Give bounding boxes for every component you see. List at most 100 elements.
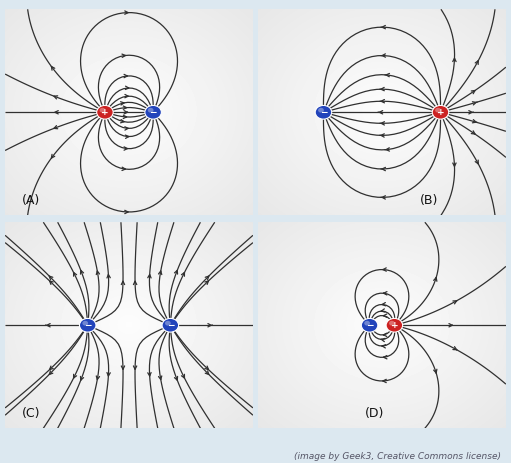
FancyArrowPatch shape bbox=[378, 111, 383, 114]
FancyArrowPatch shape bbox=[449, 324, 452, 327]
Circle shape bbox=[386, 319, 403, 332]
Circle shape bbox=[162, 319, 179, 332]
FancyArrowPatch shape bbox=[124, 147, 127, 150]
FancyArrowPatch shape bbox=[124, 75, 127, 78]
FancyArrowPatch shape bbox=[121, 119, 124, 123]
Circle shape bbox=[148, 108, 153, 113]
FancyArrowPatch shape bbox=[133, 366, 137, 369]
FancyArrowPatch shape bbox=[434, 369, 437, 373]
Text: −: − bbox=[149, 108, 157, 117]
FancyArrowPatch shape bbox=[121, 281, 125, 285]
FancyArrowPatch shape bbox=[81, 376, 84, 380]
FancyArrowPatch shape bbox=[174, 270, 177, 274]
FancyArrowPatch shape bbox=[381, 338, 385, 342]
FancyArrowPatch shape bbox=[125, 135, 129, 138]
FancyArrowPatch shape bbox=[382, 302, 386, 306]
Text: −: − bbox=[366, 321, 374, 330]
FancyArrowPatch shape bbox=[205, 276, 209, 280]
Circle shape bbox=[361, 319, 378, 332]
FancyArrowPatch shape bbox=[125, 94, 128, 98]
FancyArrowPatch shape bbox=[385, 74, 389, 77]
FancyArrowPatch shape bbox=[383, 333, 387, 337]
FancyArrowPatch shape bbox=[55, 111, 58, 114]
FancyArrowPatch shape bbox=[52, 154, 55, 158]
FancyArrowPatch shape bbox=[181, 273, 184, 276]
FancyArrowPatch shape bbox=[125, 210, 128, 213]
Text: +: + bbox=[390, 321, 398, 330]
FancyArrowPatch shape bbox=[50, 366, 53, 369]
FancyArrowPatch shape bbox=[125, 11, 128, 14]
Circle shape bbox=[389, 321, 395, 325]
FancyArrowPatch shape bbox=[472, 119, 477, 123]
FancyArrowPatch shape bbox=[382, 344, 386, 348]
Circle shape bbox=[318, 108, 324, 113]
FancyArrowPatch shape bbox=[380, 100, 384, 103]
FancyArrowPatch shape bbox=[81, 270, 84, 274]
FancyArrowPatch shape bbox=[96, 376, 100, 380]
FancyArrowPatch shape bbox=[380, 134, 384, 137]
FancyArrowPatch shape bbox=[122, 54, 126, 57]
FancyArrowPatch shape bbox=[381, 54, 385, 57]
Circle shape bbox=[82, 321, 88, 325]
FancyArrowPatch shape bbox=[380, 122, 384, 125]
FancyArrowPatch shape bbox=[133, 281, 137, 285]
Text: −: − bbox=[84, 321, 91, 330]
FancyArrowPatch shape bbox=[453, 347, 457, 350]
FancyArrowPatch shape bbox=[383, 268, 386, 271]
FancyArrowPatch shape bbox=[124, 111, 127, 114]
FancyArrowPatch shape bbox=[383, 292, 387, 295]
FancyArrowPatch shape bbox=[174, 376, 177, 380]
Circle shape bbox=[364, 321, 370, 325]
FancyArrowPatch shape bbox=[121, 102, 124, 105]
FancyArrowPatch shape bbox=[74, 374, 77, 378]
Text: +: + bbox=[101, 108, 109, 117]
FancyArrowPatch shape bbox=[205, 281, 208, 284]
FancyArrowPatch shape bbox=[381, 196, 385, 199]
FancyArrowPatch shape bbox=[205, 366, 208, 369]
FancyArrowPatch shape bbox=[158, 271, 162, 275]
FancyArrowPatch shape bbox=[107, 373, 110, 376]
Text: (A): (A) bbox=[22, 194, 40, 207]
Circle shape bbox=[315, 106, 332, 119]
Circle shape bbox=[435, 108, 441, 113]
Text: +: + bbox=[437, 108, 444, 117]
Text: (B): (B) bbox=[420, 194, 438, 207]
FancyArrowPatch shape bbox=[383, 379, 386, 382]
FancyArrowPatch shape bbox=[181, 374, 184, 378]
Text: (C): (C) bbox=[22, 407, 41, 420]
FancyArrowPatch shape bbox=[475, 160, 478, 164]
Circle shape bbox=[97, 106, 113, 119]
FancyArrowPatch shape bbox=[383, 314, 387, 317]
FancyArrowPatch shape bbox=[121, 366, 125, 369]
Text: (D): (D) bbox=[365, 407, 384, 420]
FancyArrowPatch shape bbox=[471, 131, 475, 134]
FancyArrowPatch shape bbox=[434, 277, 437, 282]
FancyArrowPatch shape bbox=[148, 275, 151, 278]
Circle shape bbox=[79, 319, 96, 332]
FancyArrowPatch shape bbox=[469, 111, 473, 114]
Circle shape bbox=[165, 321, 171, 325]
FancyArrowPatch shape bbox=[125, 127, 128, 130]
FancyArrowPatch shape bbox=[453, 58, 456, 62]
FancyArrowPatch shape bbox=[125, 86, 129, 89]
FancyArrowPatch shape bbox=[123, 106, 127, 109]
FancyArrowPatch shape bbox=[96, 271, 100, 275]
FancyArrowPatch shape bbox=[123, 115, 127, 119]
Text: (image by Geek3, Creative Commons license): (image by Geek3, Creative Commons licens… bbox=[294, 452, 501, 461]
FancyArrowPatch shape bbox=[52, 67, 55, 70]
FancyArrowPatch shape bbox=[472, 102, 477, 105]
FancyArrowPatch shape bbox=[122, 167, 126, 170]
FancyArrowPatch shape bbox=[385, 148, 389, 151]
FancyArrowPatch shape bbox=[148, 373, 151, 376]
FancyArrowPatch shape bbox=[453, 300, 457, 304]
FancyArrowPatch shape bbox=[380, 88, 384, 91]
FancyArrowPatch shape bbox=[74, 273, 77, 276]
Circle shape bbox=[100, 108, 105, 113]
FancyArrowPatch shape bbox=[45, 324, 50, 327]
FancyArrowPatch shape bbox=[381, 168, 385, 171]
FancyArrowPatch shape bbox=[49, 371, 53, 375]
Text: −: − bbox=[167, 321, 174, 330]
FancyArrowPatch shape bbox=[49, 276, 53, 280]
FancyArrowPatch shape bbox=[453, 163, 456, 166]
Text: −: − bbox=[320, 108, 327, 117]
